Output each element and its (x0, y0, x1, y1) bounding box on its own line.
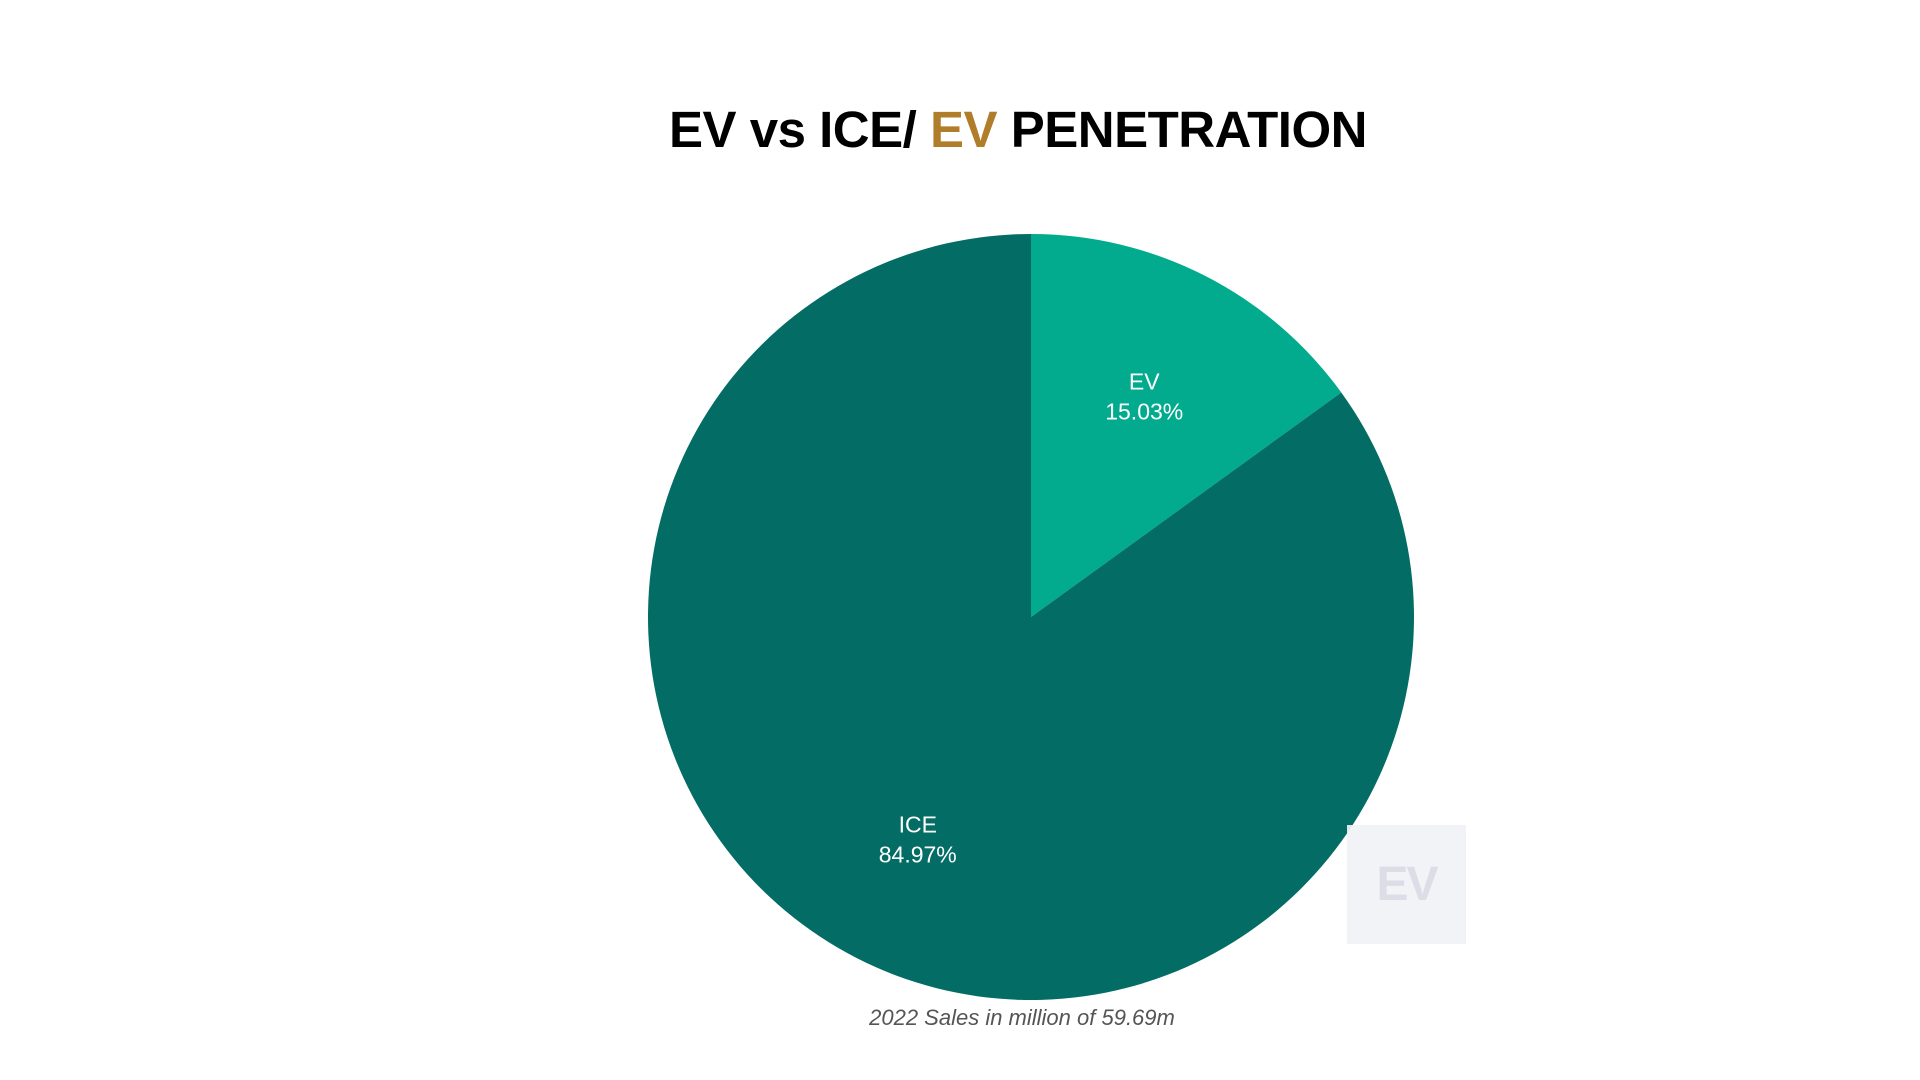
slice-value-ice: 84.97% (879, 842, 957, 868)
chart-title: EV vs ICE/ EV PENETRATION (0, 100, 1920, 159)
watermark-logo: EV (1347, 825, 1466, 944)
slice-value-ev: 15.03% (1105, 398, 1183, 424)
slice-label-ice: ICE (899, 812, 937, 838)
chart-title-part2: PENETRATION (997, 101, 1368, 158)
pie-slice-ev (1031, 234, 1342, 617)
chart-caption: 2022 Sales in million of 59.69m (869, 1005, 1175, 1030)
slice-label-ev: EV (1129, 368, 1160, 394)
pie-slice-ice (647, 234, 1414, 1001)
watermark-text: EV (1376, 858, 1438, 911)
chart-title-part1: EV vs ICE/ (669, 101, 930, 158)
chart-title-accent: EV (930, 101, 998, 158)
